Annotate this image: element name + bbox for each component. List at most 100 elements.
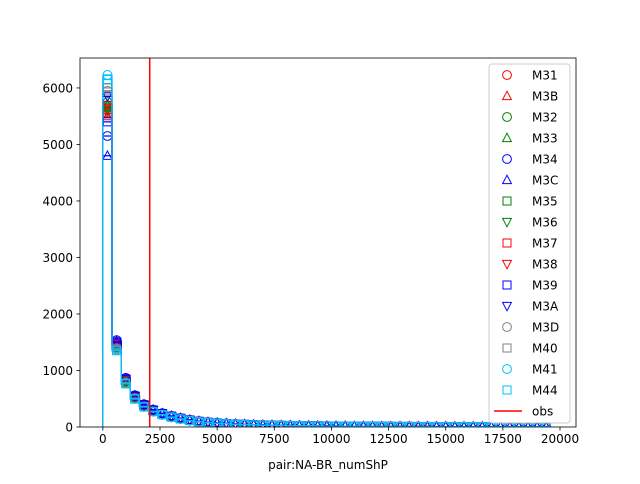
legend-marker	[502, 343, 512, 353]
legend-item-M40: M40	[502, 342, 558, 356]
data-point	[258, 418, 268, 427]
data-point	[313, 421, 323, 427]
legend-item-M3D: M3D	[502, 321, 559, 335]
legend-marker	[501, 301, 513, 312]
legend-marker	[502, 154, 512, 164]
axes-frame	[79, 57, 577, 428]
x-tick-label: 10000	[312, 432, 350, 446]
legend-box	[488, 63, 571, 424]
data-point	[175, 412, 186, 423]
legend-item-M41: M41	[502, 363, 558, 377]
data-point	[515, 420, 523, 427]
data-point	[240, 420, 250, 427]
legend-item-M35: M35	[502, 195, 558, 209]
x-tick-label: 5000	[202, 432, 233, 446]
legend-item-M36: M36	[501, 216, 558, 230]
data-point	[304, 421, 314, 427]
data-point	[267, 420, 277, 427]
legend-label: M3A	[532, 300, 559, 314]
x-tick-label: 0	[99, 432, 107, 446]
data-point	[413, 422, 423, 427]
y-tick-label: 2000	[42, 307, 73, 321]
data-point	[377, 421, 387, 427]
data-point	[157, 410, 167, 420]
data-point	[276, 420, 286, 427]
legend-item-M38: M38	[501, 258, 558, 272]
legend-label: M40	[532, 342, 558, 356]
data-point	[221, 419, 231, 427]
data-point	[139, 402, 149, 412]
data-point	[506, 420, 513, 427]
data-point	[138, 398, 150, 409]
legend-marker	[501, 132, 513, 143]
legend-marker	[501, 259, 513, 270]
data-point	[111, 338, 122, 349]
legend-marker	[502, 364, 512, 374]
legend-marker	[502, 238, 512, 248]
legend-item-obs: obs	[494, 405, 553, 419]
data-point	[422, 422, 432, 427]
legend-item-M44: M44	[502, 384, 558, 398]
data-point	[157, 407, 168, 418]
data-point	[405, 420, 413, 427]
data-point	[395, 421, 405, 427]
legend-label: M37	[532, 237, 558, 251]
x-tick-label: 7500	[259, 432, 290, 446]
y-tick-label: 5000	[42, 138, 73, 152]
legend-label: M35	[532, 195, 558, 209]
legend-marker	[501, 217, 513, 228]
x-axis-label: pair:NA-BR_numShP	[268, 458, 388, 472]
legend-item-M32: M32	[502, 111, 558, 125]
data-point	[258, 420, 268, 427]
data-point	[340, 421, 350, 427]
legend-label: M34	[532, 153, 558, 167]
legend-item-M3C: M3C	[501, 174, 558, 188]
y-tick-label: 3000	[42, 251, 73, 265]
y-tick-label: 6000	[42, 81, 73, 95]
x-tick-label: 12500	[369, 432, 407, 446]
legend-label: M36	[532, 216, 558, 230]
legend-label: M3B	[532, 90, 558, 104]
y-tick-label: 4000	[42, 194, 73, 208]
data-point	[285, 421, 295, 427]
data-point	[387, 420, 395, 427]
legend-label: M3C	[532, 174, 558, 188]
data-point	[396, 420, 404, 427]
data-point	[249, 420, 259, 427]
legend-label: M33	[532, 132, 558, 146]
data-point	[404, 421, 414, 427]
legend-item-M34: M34	[502, 153, 558, 167]
legend-item-M33: M33	[501, 132, 558, 146]
legend-label: M3D	[532, 321, 559, 335]
data-point	[138, 400, 150, 411]
data-point	[304, 419, 313, 427]
legend-label: obs	[532, 405, 553, 419]
legend-marker	[502, 280, 512, 290]
data-point	[212, 418, 222, 427]
data-point	[349, 421, 359, 427]
data-point	[341, 420, 349, 427]
data-point	[130, 394, 140, 404]
data-point	[194, 417, 204, 427]
legend-label: M39	[532, 279, 558, 293]
data-point	[230, 418, 241, 427]
data-point	[166, 410, 177, 421]
data-point	[121, 379, 131, 389]
y-tick-label: 1000	[42, 364, 73, 378]
legend-marker	[502, 385, 512, 395]
data-point	[102, 74, 112, 84]
x-tick-label: 2500	[145, 432, 176, 446]
data-point	[294, 421, 304, 427]
data-point	[112, 346, 122, 356]
legend-label: M38	[532, 258, 558, 272]
legend-marker	[502, 196, 512, 206]
legend-label: M41	[532, 363, 558, 377]
data-point	[230, 419, 240, 427]
legend-item-M3B: M3B	[501, 90, 558, 104]
legend-label: M44	[532, 384, 558, 398]
x-tick-label: 17500	[484, 432, 522, 446]
data-point	[176, 414, 186, 424]
data-point	[386, 421, 396, 427]
